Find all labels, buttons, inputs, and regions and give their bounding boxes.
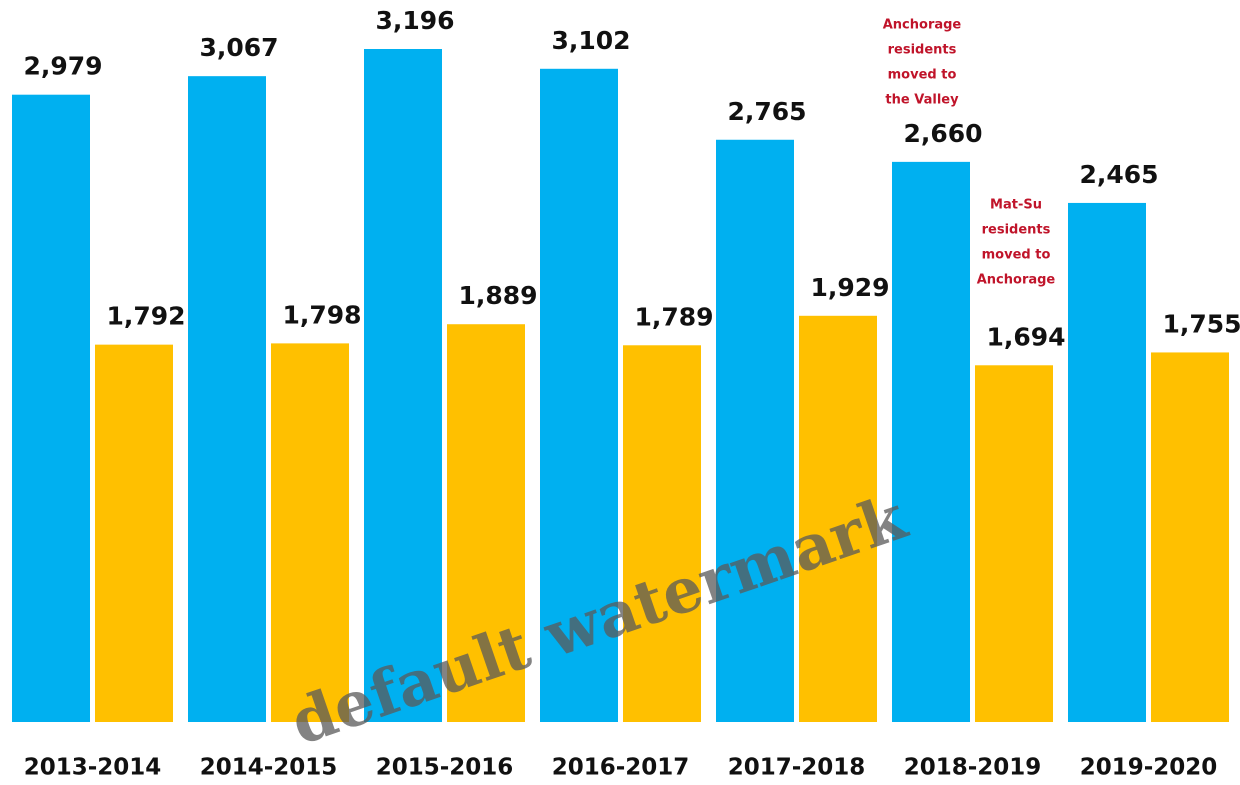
value-label: 2,660: [903, 119, 982, 148]
bar: [1151, 352, 1229, 722]
bar: [799, 315, 877, 722]
bar: [540, 68, 618, 722]
annotation: Mat-Su: [990, 198, 1042, 213]
x-tick-label: 2016-2017: [552, 755, 690, 781]
bar: [271, 343, 349, 722]
bar: [716, 139, 794, 723]
x-tick-label: 2015-2016: [376, 755, 514, 781]
x-tick-label: 2018-2019: [904, 755, 1042, 781]
value-label: 3,196: [375, 6, 454, 35]
value-label: 2,465: [1079, 160, 1158, 189]
x-tick-label: 2019-2020: [1080, 755, 1218, 781]
value-label: 2,765: [727, 97, 806, 126]
bar: [623, 345, 701, 722]
bar: [447, 324, 525, 722]
value-label: 1,694: [986, 322, 1065, 351]
x-tick-label: 2014-2015: [200, 755, 338, 781]
value-label: 1,789: [634, 302, 713, 331]
annotation: Anchorage: [883, 18, 962, 33]
bar: [12, 94, 90, 722]
x-tick-label: 2017-2018: [728, 755, 866, 781]
annotation: moved to: [982, 248, 1051, 263]
annotation: moved to: [888, 68, 957, 83]
value-label: 3,067: [199, 33, 278, 62]
bar: [892, 161, 970, 722]
bar: [975, 365, 1053, 722]
annotation: the Valley: [885, 93, 959, 108]
value-label: 2,979: [23, 52, 102, 81]
value-label: 1,755: [1162, 309, 1240, 338]
bar: [188, 76, 266, 723]
annotation: residents: [982, 223, 1051, 238]
value-label: 1,929: [810, 273, 889, 302]
x-tick-label: 2013-2014: [24, 755, 162, 781]
annotation: residents: [888, 43, 957, 58]
value-label: 1,792: [106, 302, 185, 331]
value-label: 1,889: [458, 281, 537, 310]
value-label: 3,102: [551, 26, 630, 55]
bar: [95, 344, 173, 722]
value-label: 1,798: [282, 300, 361, 329]
annotation: Anchorage: [977, 273, 1056, 288]
bar: [364, 49, 442, 722]
bar: [1068, 202, 1146, 722]
